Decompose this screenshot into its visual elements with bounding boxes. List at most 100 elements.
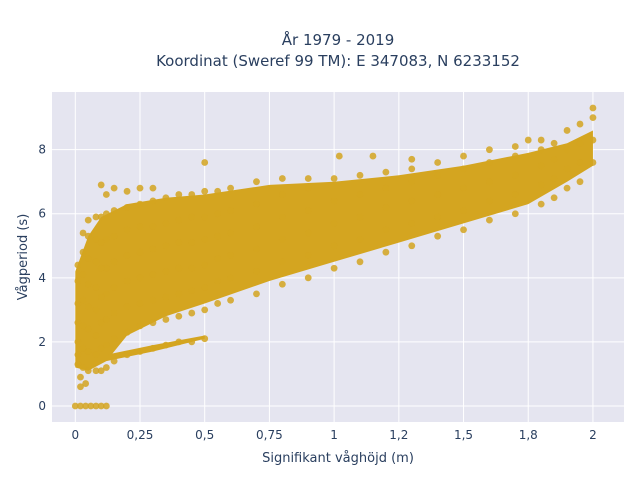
data-point	[149, 344, 157, 352]
data-point	[175, 191, 183, 198]
data-point	[110, 232, 118, 240]
data-point	[84, 232, 92, 240]
data-point	[511, 191, 519, 198]
data-point	[537, 200, 545, 208]
data-point	[486, 178, 493, 186]
data-point	[537, 146, 545, 154]
data-point	[408, 155, 416, 163]
data-point	[563, 184, 571, 192]
data-point	[576, 178, 584, 186]
data-point	[162, 268, 170, 275]
data-point	[550, 155, 558, 163]
data-point	[79, 344, 87, 352]
data-point	[330, 264, 338, 272]
data-point	[576, 159, 584, 166]
data-point	[84, 348, 92, 355]
data-point	[102, 341, 110, 349]
data-point	[79, 296, 87, 304]
data-point	[576, 139, 584, 147]
x-tick-label: 1,8	[519, 428, 538, 442]
data-point	[92, 402, 100, 410]
y-tick-label: 0	[38, 399, 46, 413]
data-point	[304, 207, 312, 214]
data-point	[188, 338, 196, 346]
y-tick-labels: 0 2 4 6 8	[38, 143, 46, 413]
data-point	[84, 325, 92, 333]
data-point	[304, 184, 312, 192]
data-point	[102, 191, 110, 198]
data-point	[304, 274, 312, 282]
data-point	[97, 367, 105, 375]
data-point	[304, 175, 312, 182]
data-point	[92, 306, 100, 314]
data-point	[278, 280, 286, 288]
data-point	[188, 191, 196, 198]
data-point	[92, 258, 100, 266]
data-point	[136, 274, 144, 282]
data-point	[563, 165, 571, 173]
y-tick-label: 8	[38, 143, 46, 157]
data-point	[460, 165, 467, 173]
data-point	[511, 210, 519, 218]
data-point	[227, 251, 234, 259]
y-axis-title: Vågperiod (s)	[16, 214, 31, 301]
x-tick-label: 0,75	[256, 428, 283, 442]
data-point	[382, 248, 390, 256]
data-point	[589, 104, 597, 112]
data-point	[162, 194, 170, 202]
data-point	[149, 271, 157, 279]
data-point	[77, 402, 84, 410]
data-point	[97, 264, 105, 272]
data-point	[434, 232, 442, 240]
data-point	[227, 274, 234, 282]
data-point	[149, 319, 157, 327]
x-tick-label: 0,25	[127, 428, 154, 442]
data-point	[278, 175, 286, 182]
data-point	[149, 296, 157, 304]
data-point	[330, 219, 338, 227]
data-point	[253, 178, 260, 186]
y-tick-label: 6	[38, 207, 46, 221]
data-point	[102, 402, 110, 410]
data-point	[136, 184, 144, 192]
data-point	[434, 159, 442, 166]
data-point	[201, 335, 209, 343]
x-tick-label: 0,5	[195, 428, 214, 442]
data-point	[97, 293, 105, 301]
data-point	[253, 268, 260, 275]
data-point	[84, 216, 92, 224]
data-point	[537, 181, 545, 189]
data-point	[214, 255, 222, 263]
data-point	[356, 235, 364, 243]
data-point	[71, 402, 79, 410]
data-point	[110, 258, 118, 266]
data-point	[227, 229, 234, 237]
data-point	[84, 367, 92, 375]
data-point	[97, 319, 105, 327]
data-point	[278, 191, 286, 198]
data-point	[537, 162, 545, 170]
data-point	[188, 239, 196, 246]
data-point	[92, 332, 100, 339]
data-point	[460, 207, 467, 214]
data-point	[123, 226, 131, 234]
data-point	[74, 338, 82, 346]
data-point	[214, 232, 222, 240]
data-point	[382, 226, 390, 234]
data-point	[74, 300, 82, 307]
data-point	[330, 197, 338, 205]
data-point	[304, 229, 312, 237]
data-point	[201, 213, 209, 221]
data-point	[253, 223, 260, 230]
data-point	[175, 239, 183, 246]
data-point	[460, 152, 467, 160]
data-point	[408, 219, 416, 227]
data-point	[97, 344, 105, 352]
x-tick-label: 1	[330, 428, 338, 442]
data-point	[550, 194, 558, 202]
data-point	[87, 402, 95, 410]
data-point	[136, 322, 144, 330]
data-point	[97, 402, 105, 410]
x-tick-label: 2	[589, 428, 597, 442]
data-point	[201, 235, 209, 243]
